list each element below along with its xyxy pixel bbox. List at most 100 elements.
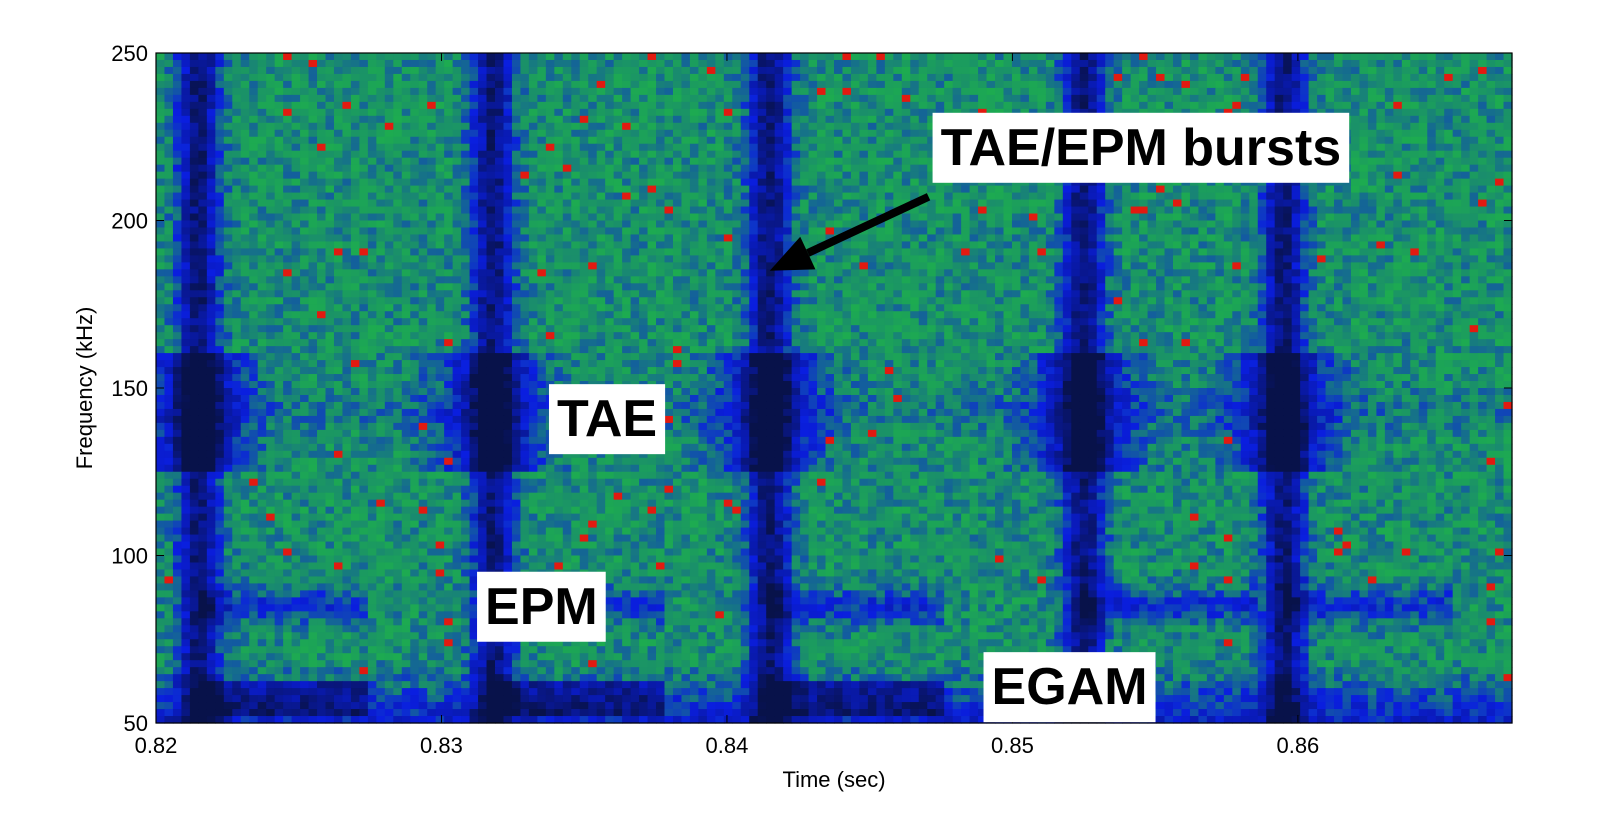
heatmap-cell (189, 227, 199, 236)
heatmap-cell (1410, 122, 1420, 131)
heatmap-cell (927, 255, 937, 263)
heatmap-cell (791, 122, 801, 131)
heatmap-cell (1486, 122, 1496, 131)
heatmap-cell (350, 213, 360, 222)
heatmap-cell (1181, 192, 1191, 201)
heatmap-cell (842, 178, 852, 187)
heatmap-cell (1410, 206, 1420, 215)
heatmap-cell (198, 262, 208, 270)
heatmap-cell (181, 164, 191, 173)
heatmap-cell (715, 227, 725, 236)
heatmap-cell (172, 94, 183, 103)
heatmap-cell (944, 80, 954, 89)
heatmap-cell (469, 66, 479, 75)
heatmap-cell (791, 220, 801, 229)
heatmap-cell (1435, 199, 1445, 208)
heatmap-cell (952, 53, 962, 61)
heatmap-cell (418, 73, 428, 82)
heatmap-cell (503, 101, 513, 110)
heatmap-cell (511, 122, 522, 131)
heatmap-cell (283, 164, 293, 173)
heatmap-cell (325, 164, 335, 173)
heatmap-cell (664, 255, 674, 263)
heatmap-cell (1054, 185, 1064, 194)
heatmap-cell (486, 206, 496, 215)
heatmap-cell (274, 255, 284, 263)
heatmap-cell (291, 213, 301, 222)
heatmap-cell (257, 185, 267, 194)
heatmap-cell (630, 192, 640, 201)
heatmap-cell (1266, 108, 1276, 117)
heatmap-cell (664, 220, 674, 229)
heatmap-cell (867, 248, 877, 256)
heatmap-cell (681, 262, 691, 270)
heatmap-cell (240, 206, 250, 215)
heatmap-cell (232, 115, 242, 124)
heatmap-cell (495, 115, 505, 124)
heatmap-cell (1359, 171, 1369, 180)
heatmap-cell (478, 164, 488, 173)
heatmap-cell (689, 66, 699, 75)
heatmap-cell (274, 248, 284, 256)
heatmap-cell (1495, 185, 1505, 194)
heatmap-cell (1122, 234, 1132, 243)
heatmap-cell (1469, 87, 1479, 96)
heatmap-cell (622, 164, 632, 173)
heatmap-cell (427, 234, 437, 243)
heatmap-cell (1045, 262, 1055, 270)
heatmap-cell (266, 178, 276, 187)
heatmap-cell (528, 241, 538, 250)
heatmap-cell (842, 157, 852, 166)
heatmap-cell (613, 248, 623, 256)
heatmap-cell (656, 122, 666, 131)
heatmap-cell (1156, 66, 1166, 75)
heatmap-cell (469, 73, 479, 82)
heatmap-cell (876, 129, 886, 138)
heatmap-cell (859, 80, 869, 89)
heatmap-cell (588, 66, 598, 75)
heatmap-cell (1173, 73, 1183, 82)
heatmap-cell (274, 143, 284, 152)
heatmap-cell (961, 206, 971, 215)
heatmap-cell (639, 136, 649, 145)
heatmap-cell (461, 248, 471, 256)
heatmap-cell (664, 87, 674, 96)
heatmap-cell (757, 150, 767, 159)
heatmap-cell (1486, 192, 1496, 201)
heatmap-cell (579, 73, 589, 82)
heatmap-cell (579, 143, 589, 152)
heatmap-cell (876, 234, 886, 243)
heatmap-cell (206, 185, 216, 194)
heatmap-cell (910, 136, 920, 145)
heatmap-cell (1206, 213, 1216, 222)
heatmap-cell (1350, 122, 1361, 131)
heatmap-cell (850, 241, 861, 250)
heatmap-cell (350, 53, 360, 61)
heatmap-cell (613, 66, 623, 75)
heatmap-cell (325, 108, 335, 117)
heatmap-cell (206, 143, 216, 152)
heatmap-cell (1164, 73, 1174, 82)
heatmap-cell (1283, 108, 1293, 117)
heatmap-cell (706, 143, 716, 152)
heatmap-cell (232, 248, 242, 256)
heatmap-cell (1266, 248, 1276, 256)
heatmap-cell (469, 241, 479, 250)
heatmap-cell (749, 122, 759, 131)
heatmap-cell (376, 206, 386, 215)
heatmap-cell (579, 178, 589, 187)
heatmap-cell (333, 241, 344, 250)
heatmap-cell (249, 171, 259, 180)
heatmap-cell (791, 115, 801, 124)
heatmap-cell (537, 136, 547, 145)
heatmap-cell (1215, 227, 1225, 236)
heatmap-cell (766, 248, 776, 256)
heatmap-cell (850, 220, 861, 229)
heatmap-cell (927, 185, 937, 194)
heatmap-cell (528, 171, 538, 180)
heatmap-cell (1173, 241, 1183, 250)
heatmap-cell (995, 248, 1005, 256)
heatmap-cell (808, 227, 818, 236)
heatmap-cell (317, 122, 327, 131)
heatmap-cell (486, 178, 496, 187)
